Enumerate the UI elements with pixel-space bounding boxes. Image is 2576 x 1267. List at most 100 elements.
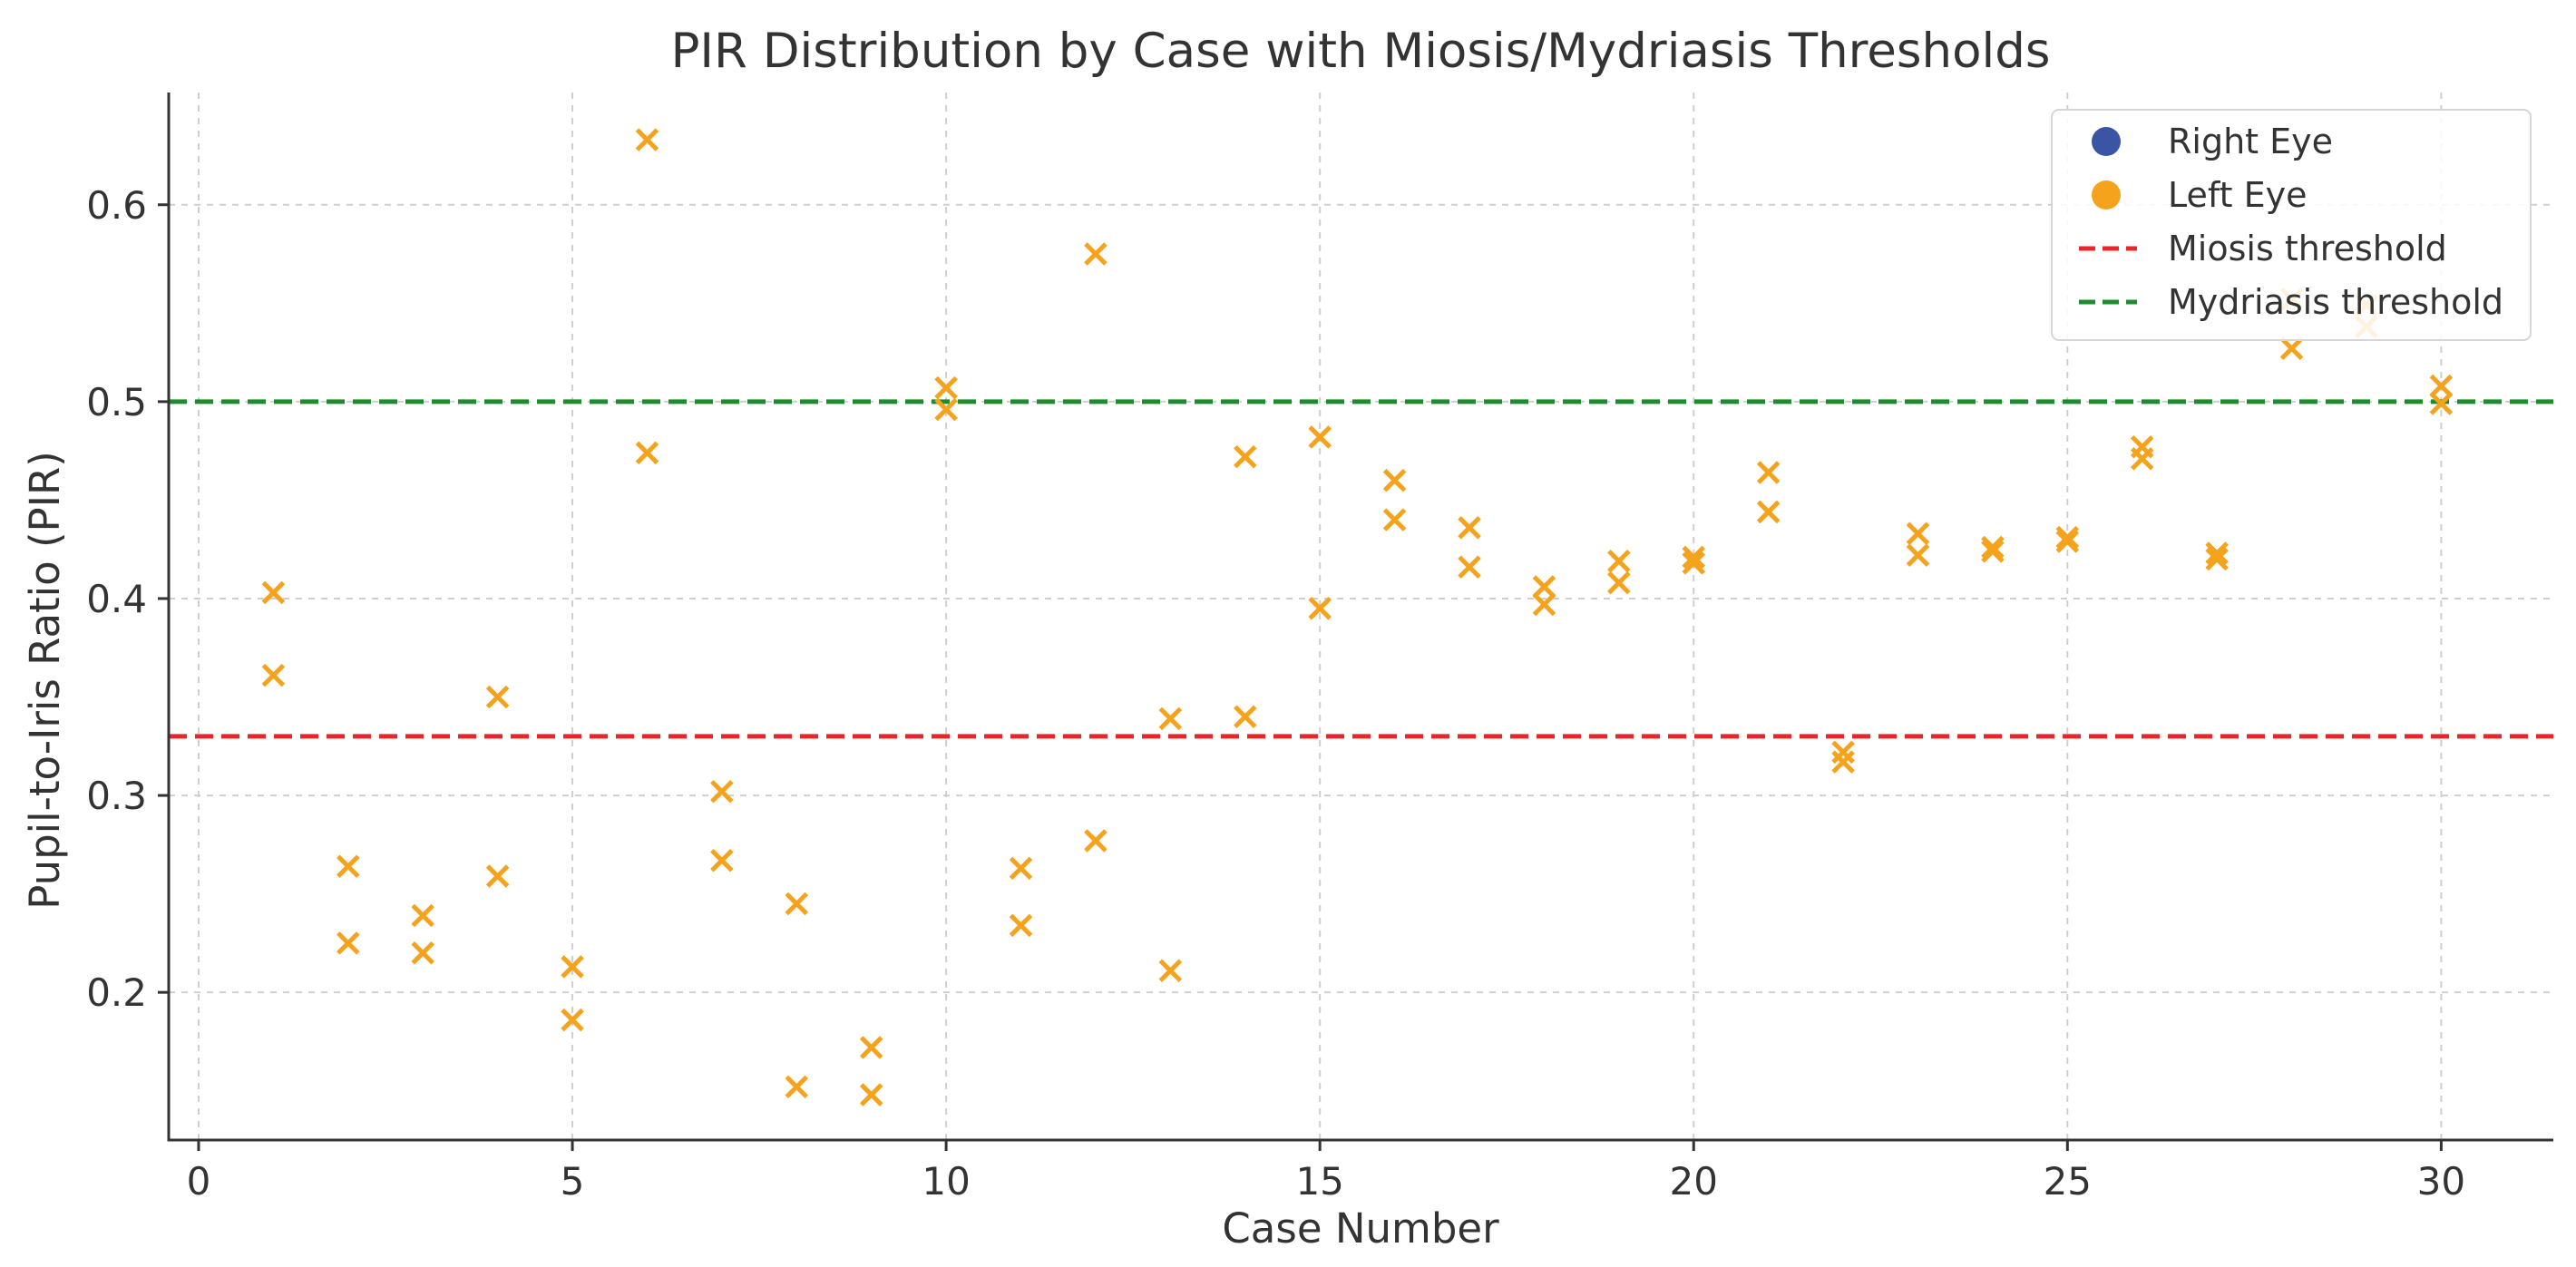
data-point-left-eye	[1831, 750, 1855, 774]
marker-stroke	[1458, 516, 1481, 540]
marker-stroke	[1308, 425, 1332, 449]
data-point-left-eye	[411, 941, 434, 965]
data-point-left-eye	[1458, 555, 1481, 579]
marker-stroke	[1607, 549, 1631, 573]
marker-stroke	[785, 1075, 809, 1099]
marker-stroke	[1233, 444, 1257, 469]
y-tick-label: 0.6	[86, 183, 147, 228]
data-point-left-eye	[2205, 547, 2229, 571]
data-point-left-eye	[411, 903, 434, 928]
data-point-left-eye	[2130, 447, 2154, 471]
marker-stroke	[934, 375, 958, 400]
data-point-left-eye	[2205, 541, 2229, 565]
data-point-left-eye	[337, 931, 360, 955]
legend-label: Right Eye	[2168, 122, 2333, 161]
x-tick-label: 25	[2044, 1159, 2092, 1204]
data-point-left-eye	[859, 1036, 883, 1059]
data-point-left-eye	[261, 663, 286, 687]
x-tick-label: 10	[922, 1159, 970, 1204]
data-point-left-eye	[2429, 374, 2454, 398]
data-point-left-eye	[1981, 540, 2005, 563]
y-tick-label: 0.3	[86, 774, 147, 818]
x-tick-label: 30	[2417, 1159, 2465, 1204]
y-tick-label: 0.5	[86, 380, 147, 424]
x-tick-label: 5	[561, 1159, 585, 1204]
data-point-left-eye	[1084, 829, 1107, 853]
data-point-left-eye	[710, 848, 734, 872]
marker-stroke	[2205, 541, 2229, 565]
marker-stroke	[635, 128, 659, 151]
marker-stroke	[261, 663, 286, 687]
data-point-left-eye	[859, 1083, 883, 1106]
marker-stroke	[785, 892, 809, 916]
marker-stroke	[859, 1083, 883, 1106]
tick-labels: 0 5 10 15 20 25 30 0.2 0.3 0.4 0.5 0.6	[86, 183, 2465, 1204]
marker-stroke	[1158, 959, 1183, 983]
marker-stroke	[561, 955, 584, 979]
marker-stroke	[411, 941, 434, 965]
marker-stroke	[1458, 555, 1481, 579]
y-tick-label: 0.4	[86, 577, 147, 621]
marker-stroke	[2205, 547, 2229, 571]
marker-stroke	[2429, 374, 2454, 398]
marker-stroke	[1084, 829, 1107, 853]
data-point-left-eye	[1158, 959, 1183, 983]
data-point-left-eye	[1458, 516, 1481, 540]
marker-stroke	[561, 1008, 584, 1032]
x-tick-label: 20	[1670, 1159, 1718, 1204]
threshold-lines	[169, 399, 2553, 739]
legend: Right Eye Left Eye Miosis threshold Mydrias…	[2051, 109, 2532, 341]
marker-stroke	[1382, 508, 1407, 531]
data-point-left-eye	[561, 1008, 584, 1032]
marker-stroke	[485, 685, 510, 709]
data-point-left-eye	[934, 397, 958, 422]
legend-items: Right Eye Left Eye Miosis threshold Mydrias…	[2079, 122, 2503, 322]
marker-stroke	[2055, 530, 2080, 553]
marker-stroke	[1756, 500, 1781, 524]
y-axis-label: Pupil-to-Iris Ratio (PIR)	[21, 451, 69, 910]
data-point-left-eye	[785, 1075, 809, 1099]
marker-stroke	[1084, 242, 1107, 266]
data-point-left-eye	[710, 779, 734, 804]
x-tick-label: 0	[187, 1159, 211, 1204]
marker-stroke	[2279, 336, 2304, 361]
legend-box	[2051, 109, 2532, 341]
marker-stroke	[1308, 597, 1332, 620]
data-point-left-eye	[635, 128, 659, 151]
marker-stroke	[1831, 750, 1855, 774]
data-point-left-eye	[1308, 425, 1332, 449]
data-point-left-eye	[934, 375, 958, 400]
x-axis-label: Case Number	[1222, 1204, 1499, 1252]
chart-title: PIR Distribution by Case with Miosis/Myd…	[670, 24, 2050, 79]
marker-stroke	[1382, 468, 1407, 492]
data-point-left-eye	[1756, 500, 1781, 524]
data-point-left-eye	[1981, 535, 2005, 560]
legend-label: Mydriasis threshold	[2168, 282, 2503, 322]
data-point-left-eye	[1682, 545, 1706, 570]
marker-stroke	[337, 931, 360, 955]
marker-stroke	[934, 397, 958, 422]
data-point-left-eye	[1682, 551, 1706, 575]
marker-stroke	[1682, 551, 1706, 575]
legend-dot	[2092, 127, 2121, 156]
marker-stroke	[1532, 575, 1556, 599]
marker-stroke	[485, 864, 510, 888]
data-point-left-eye	[1233, 705, 1257, 728]
legend-item-miosis-threshold: Miosis threshold	[2079, 229, 2447, 268]
data-point-left-eye	[1607, 549, 1631, 573]
data-point-left-eye	[1382, 508, 1407, 531]
data-point-left-eye	[785, 892, 809, 916]
data-point-left-eye	[2279, 336, 2304, 361]
x-tick-label: 15	[1295, 1159, 1343, 1204]
data-point-left-eye	[1158, 707, 1183, 731]
legend-label: Left Eye	[2168, 175, 2307, 215]
data-point-left-eye	[1532, 575, 1556, 599]
data-point-left-eye	[1906, 543, 1930, 567]
marker-stroke	[1233, 705, 1257, 728]
marker-stroke	[1906, 521, 1930, 546]
marker-stroke	[1532, 592, 1556, 617]
marker-stroke	[1009, 856, 1033, 881]
data-point-left-eye	[1009, 913, 1033, 938]
data-point-left-eye	[1382, 468, 1407, 492]
marker-stroke	[1831, 740, 1855, 765]
